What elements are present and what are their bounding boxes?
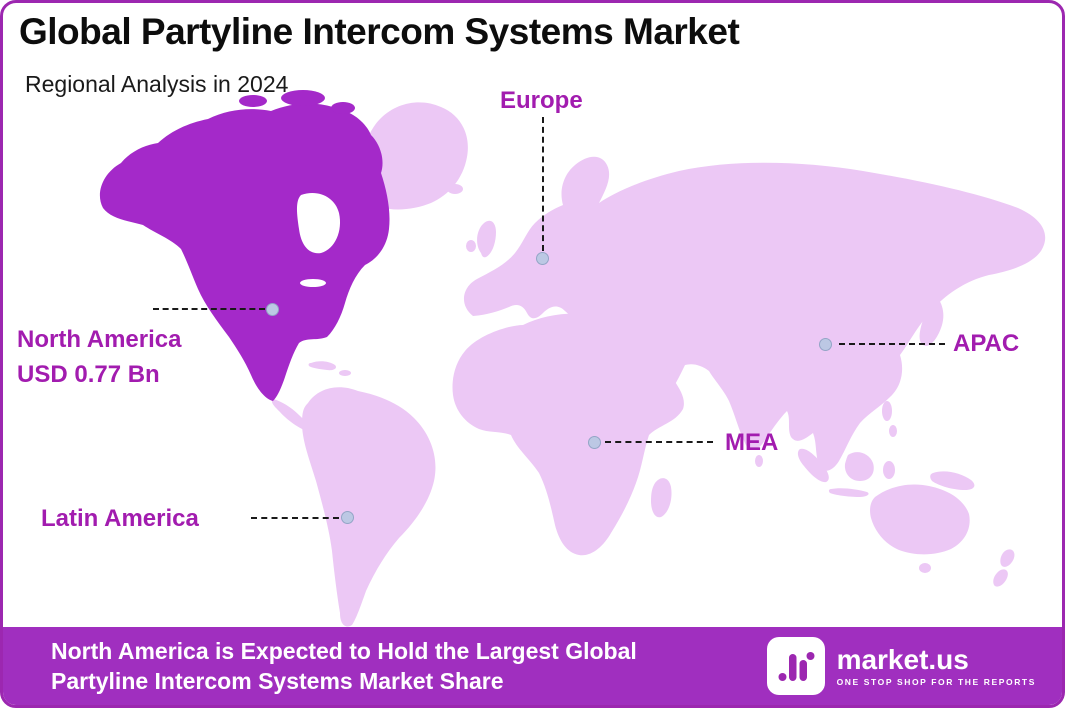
footer-banner: North America is Expected to Hold the La… <box>3 627 1062 705</box>
continent-south-america <box>302 387 436 627</box>
island-sri-lanka <box>755 455 763 467</box>
region-label-europe: Europe <box>500 87 583 114</box>
marketus-logo-glyph <box>778 652 815 681</box>
great-lakes-cutout <box>300 279 326 287</box>
island-borneo <box>844 452 874 481</box>
brand-block: market.us ONE STOP SHOP FOR THE REPORTS <box>766 637 1036 695</box>
arctic-island-1 <box>281 90 325 106</box>
island-philippines-south <box>889 425 897 437</box>
leader-line-north-america <box>153 308 265 310</box>
island-hispaniola <box>339 370 351 376</box>
brand-tagline: ONE STOP SHOP FOR THE REPORTS <box>836 677 1036 688</box>
hudson-bay-cutout <box>297 193 341 254</box>
island-new-zealand-north <box>1000 549 1015 567</box>
island-tasmania <box>919 563 931 573</box>
region-value-north-america: USD 0.77 Bn <box>17 360 160 388</box>
island-cuba <box>308 361 337 371</box>
map-marker-latin-america <box>341 511 354 524</box>
footer-caption: North America is Expected to Hold the La… <box>3 636 637 697</box>
island-java <box>828 488 869 497</box>
marketus-logo-icon <box>766 637 825 695</box>
map-marker-north-america <box>266 303 279 316</box>
continent-africa <box>452 313 684 556</box>
map-marker-apac <box>819 338 832 351</box>
brand-name: market.us <box>836 643 969 675</box>
region-label-latin-america: Latin America <box>41 505 199 532</box>
map-marker-europe <box>536 252 549 265</box>
leader-line-latin-america <box>251 517 339 519</box>
world-map <box>99 90 1046 627</box>
region-label-mea: MEA <box>725 429 779 456</box>
page-title: Global Partyline Intercom Systems Market <box>19 11 740 52</box>
island-iceland <box>447 184 463 194</box>
footer-caption-line2: Partyline Intercom Systems Market Share <box>51 668 504 694</box>
island-new-zealand-south <box>993 569 1008 587</box>
island-great-britain <box>477 220 496 258</box>
island-madagascar <box>651 478 672 518</box>
arctic-island-3 <box>331 102 355 114</box>
region-label-apac: APAC <box>953 330 1020 357</box>
island-new-guinea <box>930 471 975 490</box>
central-america <box>271 399 320 433</box>
region-label-north-america: North America USD 0.77 Bn <box>17 323 181 393</box>
island-sulawesi <box>883 461 895 479</box>
footer-caption-line1: North America is Expected to Hold the La… <box>51 637 637 664</box>
page-subtitle: Regional Analysis in 2024 <box>25 71 289 97</box>
island-sumatra <box>797 448 829 483</box>
map-marker-mea <box>588 436 601 449</box>
island-greenland <box>361 102 468 210</box>
island-ireland <box>466 240 476 252</box>
brand-text: market.us ONE STOP SHOP FOR THE REPORTS <box>836 643 1036 688</box>
leader-line-mea <box>605 441 713 443</box>
continent-eurasia <box>463 156 1046 471</box>
continent-australia <box>870 484 970 555</box>
arctic-island-2 <box>239 95 267 107</box>
leader-line-apac <box>839 343 945 345</box>
island-philippines-north <box>882 401 892 421</box>
leader-line-europe <box>542 117 544 251</box>
region-label-north-america-name: North America <box>17 326 182 353</box>
island-japan <box>919 293 944 346</box>
continent-north-america-highlight <box>99 103 390 401</box>
